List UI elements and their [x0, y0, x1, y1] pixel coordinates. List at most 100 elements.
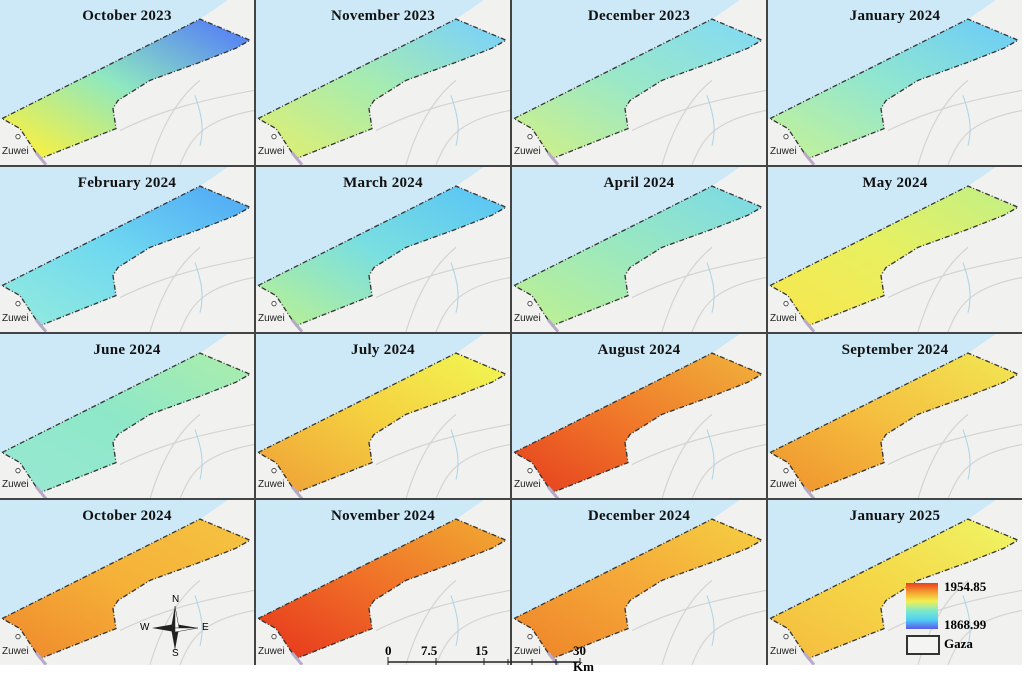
town-marker: [15, 634, 21, 640]
gaza-strip-raster: [256, 351, 508, 494]
road: [375, 79, 510, 165]
sea: [512, 166, 740, 287]
town-label: Zuwei: [770, 312, 797, 324]
compass-n: N: [172, 594, 180, 606]
border-road: [290, 318, 304, 332]
river: [706, 428, 715, 480]
river: [450, 262, 459, 313]
town-marker: [271, 300, 277, 306]
map-svg: [512, 500, 766, 665]
panel-title: January 2025: [849, 508, 941, 525]
town-label: Zuwei: [514, 145, 541, 157]
town-label: Zuwei: [514, 479, 541, 491]
road: [631, 580, 766, 665]
compass-s: S: [172, 648, 179, 660]
scale-bar: 0 7.5 15 30 Km: [385, 643, 594, 674]
road: [375, 246, 510, 332]
road: [887, 413, 1022, 499]
map-panel: March 2024 Zuwei: [256, 166, 510, 332]
map-svg: [768, 333, 1022, 499]
gaza-strip-raster: [256, 185, 508, 327]
sea: [256, 333, 484, 454]
river: [962, 595, 971, 647]
town-marker: [527, 300, 533, 306]
river: [194, 95, 203, 146]
gaza-strip-raster: [768, 518, 1020, 660]
legend-max: 1954.85: [944, 579, 987, 594]
river: [194, 262, 203, 313]
map-panel: February 2024 Zuwei: [0, 166, 254, 332]
river: [962, 428, 971, 480]
panel-title: December 2023: [587, 8, 691, 24]
map-panel: October 2024 Zuwei N S E W: [0, 500, 254, 665]
sea: [256, 166, 484, 287]
town-label: Zuwei: [258, 479, 285, 491]
panel-title: October 2023: [82, 8, 172, 24]
road: [119, 79, 254, 165]
scale-tick-0: 0: [385, 643, 392, 658]
river: [962, 95, 971, 146]
gaza-strip-raster: [512, 18, 764, 160]
map-panel: January 2024 Zuwei: [768, 0, 1022, 165]
sea: [768, 500, 996, 620]
sea: [768, 166, 996, 287]
map-svg: [0, 333, 254, 499]
border-road: [290, 485, 304, 499]
map-svg: [768, 500, 1022, 665]
town-label: Zuwei: [258, 312, 285, 324]
gaza-strip-raster: [0, 351, 252, 494]
panel-title: January 2024: [849, 8, 941, 24]
map-svg: [0, 166, 254, 332]
town-label: Zuwei: [514, 312, 541, 324]
town-label: Zuwei: [770, 479, 797, 491]
road: [631, 79, 766, 165]
sea: [256, 0, 484, 120]
road: [887, 79, 1022, 165]
border-road: [290, 651, 304, 665]
road: [631, 413, 766, 499]
map-svg: [512, 333, 766, 499]
town-marker: [783, 134, 789, 140]
panel-title: September 2024: [841, 341, 949, 358]
gaza-strip-raster: [0, 18, 252, 160]
gaza-strip-raster: [768, 185, 1020, 327]
town-marker: [783, 467, 789, 473]
panel-title: May 2024: [862, 174, 928, 191]
town-label: Zuwei: [514, 646, 541, 657]
river: [194, 428, 203, 480]
border-road: [34, 651, 48, 665]
town-label: Zuwei: [2, 646, 29, 657]
town-label: Zuwei: [770, 145, 797, 157]
panel-title: February 2024: [77, 174, 177, 191]
sea: [768, 333, 996, 454]
town-marker: [15, 467, 21, 473]
scale-tick-7-5: 7.5: [421, 643, 438, 658]
panel-title: November 2024: [330, 508, 436, 525]
sea: [0, 166, 228, 287]
map-svg: [768, 0, 1022, 165]
panel-title: March 2024: [343, 174, 423, 191]
border-road: [290, 151, 304, 165]
sea: [0, 0, 228, 120]
panel-title: November 2023: [330, 8, 436, 24]
panel-title: June 2024: [93, 341, 161, 358]
gaza-strip-raster: [0, 185, 252, 327]
legend-boundary-swatch: [906, 635, 940, 655]
town-marker: [527, 634, 533, 640]
town-label: Zuwei: [770, 646, 797, 657]
town-marker: [783, 634, 789, 640]
town-label: Zuwei: [2, 479, 29, 491]
gaza-strip-raster: [768, 351, 1020, 494]
legend: 1954.85 1868.99 Gaza: [906, 579, 1016, 659]
border-road: [546, 318, 560, 332]
border-road: [546, 151, 560, 165]
map-svg: [0, 500, 254, 665]
border-road: [34, 318, 48, 332]
river: [706, 595, 715, 647]
map-svg: [256, 500, 510, 665]
map-svg: [512, 166, 766, 332]
sea: [512, 0, 740, 120]
river: [450, 595, 459, 647]
map-panel: May 2024 Zuwei: [768, 166, 1022, 332]
map-panel: August 2024 Zuwei: [512, 333, 766, 499]
